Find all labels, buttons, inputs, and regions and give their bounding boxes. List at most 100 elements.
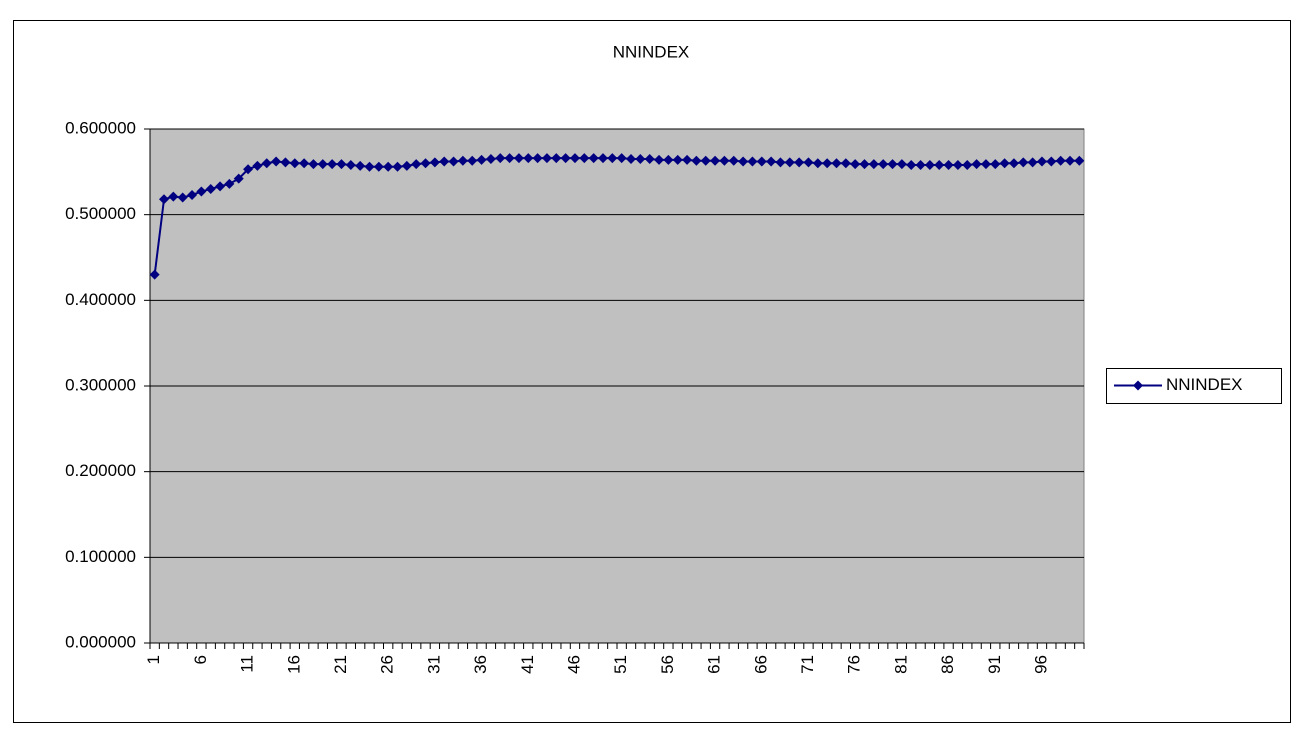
y-tick-label: 0.200000 <box>65 461 136 480</box>
data-point <box>868 159 879 170</box>
x-tick-label: 81 <box>891 655 910 674</box>
data-point <box>411 159 422 170</box>
y-tick-label: 0.000000 <box>65 632 136 651</box>
data-point <box>728 155 739 166</box>
data-point <box>635 153 646 164</box>
data-point <box>224 178 235 189</box>
data-point <box>654 154 665 165</box>
x-tick-label: 71 <box>798 655 817 674</box>
x-tick-label: 26 <box>378 655 397 674</box>
data-point <box>663 154 674 165</box>
chart-title: NNINDEX <box>613 42 690 61</box>
x-tick-label: 46 <box>564 655 583 674</box>
data-point <box>934 159 945 170</box>
data-point <box>551 153 562 164</box>
data-point <box>196 186 207 197</box>
data-point <box>168 191 179 202</box>
data-point <box>485 153 496 164</box>
data-point <box>327 159 338 170</box>
y-tick-label: 0.300000 <box>65 375 136 394</box>
y-tick-label: 0.400000 <box>65 290 136 309</box>
data-point <box>924 159 935 170</box>
data-point <box>607 153 618 164</box>
data-point <box>467 155 478 166</box>
data-point <box>971 159 982 170</box>
x-tick-label: 96 <box>1031 655 1050 674</box>
data-point <box>243 164 254 175</box>
data-point <box>541 153 552 164</box>
data-point <box>261 158 272 169</box>
data-point <box>691 155 702 166</box>
data-point <box>812 158 823 169</box>
data-point <box>710 155 721 166</box>
data-point <box>878 159 889 170</box>
data-point <box>597 153 608 164</box>
data-point <box>317 159 328 170</box>
legend-label: NNINDEX <box>1166 375 1243 394</box>
data-point <box>345 159 356 170</box>
data-point <box>887 159 898 170</box>
data-point <box>943 159 954 170</box>
data-point <box>401 160 412 171</box>
data-point <box>215 181 226 192</box>
data-point <box>299 158 310 169</box>
data-point <box>980 159 991 170</box>
data-point <box>420 158 431 169</box>
x-tick-label: 31 <box>424 655 443 674</box>
data-point <box>205 183 216 194</box>
data-point <box>523 153 534 164</box>
x-tick-label: 76 <box>845 655 864 674</box>
data-point <box>392 161 403 172</box>
data-point <box>588 153 599 164</box>
data-point <box>439 156 450 167</box>
data-point <box>616 153 627 164</box>
data-point <box>906 159 917 170</box>
data-point <box>775 157 786 168</box>
data-point <box>962 159 973 170</box>
data-point <box>738 156 749 167</box>
data-point <box>999 158 1010 169</box>
data-point <box>1064 155 1075 166</box>
x-tick-label: 91 <box>985 655 1004 674</box>
data-point <box>364 161 375 172</box>
data-point <box>1036 156 1047 167</box>
data-point <box>308 159 319 170</box>
x-tick-label: 6 <box>191 655 210 664</box>
data-point <box>569 153 580 164</box>
data-point <box>700 155 711 166</box>
data-point <box>719 155 730 166</box>
x-tick-label: 66 <box>751 655 770 674</box>
x-tick-label: 41 <box>518 655 537 674</box>
data-point <box>803 157 814 168</box>
data-point <box>747 156 758 167</box>
data-point <box>159 194 170 205</box>
data-point <box>840 158 851 169</box>
x-tick-label: 56 <box>658 655 677 674</box>
x-tick-label: 61 <box>705 655 724 674</box>
x-tick-label: 16 <box>284 655 303 674</box>
data-point <box>1008 158 1019 169</box>
data-point <box>1027 157 1038 168</box>
data-point <box>644 153 655 164</box>
data-point <box>373 161 384 172</box>
data-point <box>896 159 907 170</box>
x-tick-label: 21 <box>331 655 350 674</box>
data-point <box>289 158 300 169</box>
x-tick-label: 36 <box>471 655 490 674</box>
data-point <box>990 159 1001 170</box>
data-point <box>756 156 767 167</box>
data-point <box>513 153 524 164</box>
x-tick-label: 86 <box>938 655 957 674</box>
data-point <box>579 153 590 164</box>
data-point <box>784 157 795 168</box>
data-point <box>271 156 282 167</box>
data-point <box>626 153 637 164</box>
data-point <box>149 269 160 280</box>
data-point <box>1074 155 1085 166</box>
x-tick-label: 11 <box>238 655 257 673</box>
data-point <box>495 153 506 164</box>
data-point <box>177 192 188 203</box>
data-point <box>850 159 861 170</box>
y-tick-label: 0.100000 <box>65 547 136 566</box>
